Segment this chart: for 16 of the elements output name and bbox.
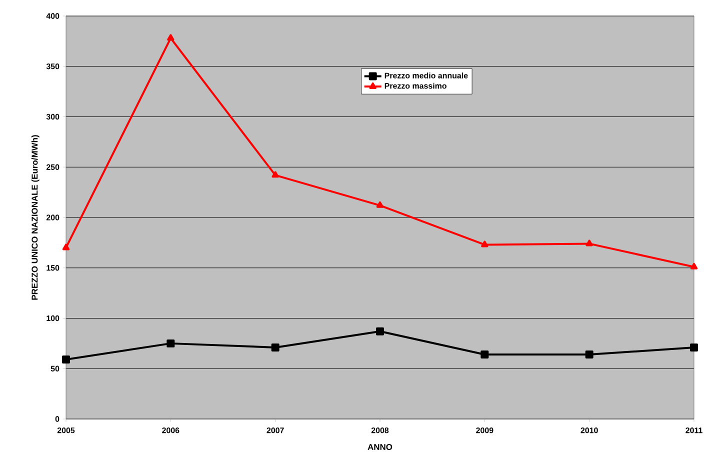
point: [690, 343, 698, 352]
point: [376, 201, 384, 208]
point: [62, 244, 70, 250]
point: [272, 171, 279, 178]
point: [481, 240, 488, 248]
point: [586, 240, 593, 246]
point: [166, 339, 175, 348]
x-axis-title: ANNO: [368, 444, 392, 450]
point: [585, 350, 594, 359]
y-axis-title: PREZZO UNICO NAZIONALE (Euro/MWh): [31, 135, 40, 300]
point: [376, 327, 384, 336]
point: [62, 356, 70, 364]
point: [271, 343, 280, 352]
point: [167, 34, 174, 41]
point: [480, 350, 489, 359]
point: [690, 262, 698, 270]
